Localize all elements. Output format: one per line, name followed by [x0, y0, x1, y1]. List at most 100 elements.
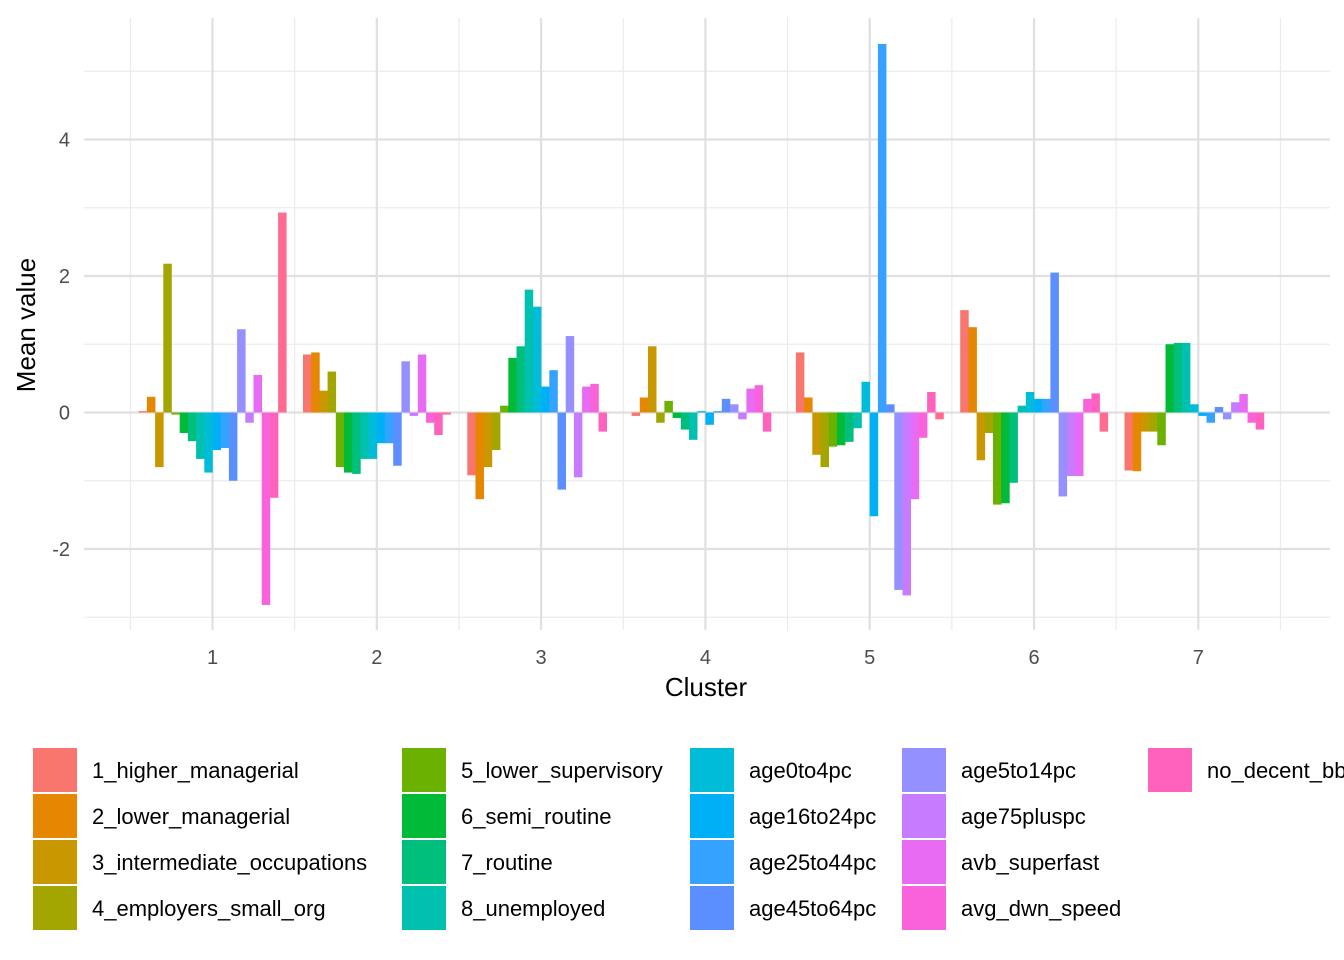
- bar: [327, 371, 337, 413]
- bar: [598, 412, 607, 432]
- bar: [754, 385, 764, 413]
- bar: [508, 357, 517, 413]
- x-axis-title: Cluster: [665, 672, 748, 702]
- bar: [442, 412, 451, 415]
- bar: [253, 374, 262, 413]
- bar: [319, 390, 328, 413]
- bar: [1025, 392, 1035, 413]
- legend-label: 8_unemployed: [461, 896, 605, 921]
- bar: [1001, 412, 1010, 504]
- legend-label: 1_higher_managerial: [92, 758, 299, 783]
- bar: [335, 412, 345, 468]
- legend-swatch: [902, 840, 946, 884]
- bar: [1255, 412, 1265, 430]
- bar: [713, 411, 723, 413]
- bars: [138, 43, 1265, 605]
- bar: [541, 386, 550, 413]
- bar: [1058, 412, 1068, 497]
- bar: [196, 412, 205, 459]
- legend-label: 5_lower_supervisory: [461, 758, 663, 783]
- bar: [968, 327, 977, 413]
- bar: [680, 412, 690, 430]
- bar: [1009, 412, 1018, 483]
- bar: [762, 412, 772, 432]
- bar: [549, 370, 558, 413]
- bar: [894, 412, 903, 590]
- bar: [960, 310, 969, 413]
- bar: [1231, 402, 1240, 413]
- bar: [179, 412, 189, 433]
- y-tick-label: 4: [59, 130, 70, 152]
- bar: [1140, 412, 1150, 432]
- x-axis-ticks: 1 2 3 4 5 6 7: [207, 647, 1204, 669]
- bar: [1165, 344, 1174, 413]
- bar: [352, 412, 361, 474]
- bar: [393, 412, 402, 466]
- bar: [187, 412, 197, 442]
- bar: [269, 412, 279, 498]
- bar: [689, 412, 698, 440]
- legend-label: age16to24pc: [749, 804, 876, 829]
- bar: [1091, 393, 1100, 413]
- legend-swatch: [402, 748, 446, 792]
- bar: [573, 412, 583, 478]
- y-axis-title: Mean value: [11, 258, 41, 392]
- legend-label: age75pluspc: [961, 804, 1086, 829]
- legend-swatch: [902, 886, 946, 930]
- legend-label: age0to4pc: [749, 758, 852, 783]
- bar: [171, 412, 180, 415]
- bar: [146, 396, 156, 413]
- bar: [1206, 412, 1215, 423]
- legend-swatch: [902, 748, 946, 792]
- bar: [1190, 404, 1199, 413]
- bar: [582, 386, 591, 413]
- bar: [303, 354, 312, 413]
- bar: [1181, 342, 1191, 413]
- legend-label: 6_semi_routine: [461, 804, 611, 829]
- y-tick-label: -2: [52, 539, 70, 561]
- bar: [417, 354, 427, 413]
- bar: [524, 289, 534, 413]
- legend-swatch: [690, 840, 734, 884]
- bar: [1034, 398, 1043, 413]
- bar: [877, 43, 887, 413]
- legend-label: age45to64pc: [749, 896, 876, 921]
- legend-label: 3_intermediate_occupations: [92, 850, 367, 875]
- legend-label: 4_employers_small_org: [92, 896, 326, 921]
- bar: [1083, 398, 1092, 413]
- legend-label: avg_dwn_speed: [961, 896, 1121, 921]
- bar: [869, 412, 879, 517]
- bar: [935, 412, 944, 420]
- bar: [976, 412, 986, 461]
- bar: [204, 412, 213, 473]
- bar: [1239, 394, 1248, 413]
- bar: [861, 381, 870, 413]
- bar: [220, 412, 230, 448]
- bar: [1198, 412, 1207, 416]
- legend-swatch: [902, 794, 946, 838]
- bar: [245, 412, 254, 423]
- x-tick-label: 2: [371, 647, 382, 669]
- legend-swatch: [33, 886, 77, 930]
- bar: [385, 412, 394, 444]
- bar: [656, 412, 665, 423]
- bar: [1017, 405, 1027, 413]
- bar: [491, 412, 501, 451]
- bar: [705, 412, 714, 425]
- bar: [697, 411, 706, 413]
- bar: [212, 412, 221, 451]
- bar: [475, 412, 484, 500]
- legend-swatch: [33, 794, 77, 838]
- grid: [84, 18, 1330, 630]
- bar: [500, 405, 509, 413]
- bar: [516, 346, 525, 413]
- bar: [138, 411, 148, 413]
- bar: [228, 412, 238, 481]
- bar: [1173, 342, 1183, 413]
- bar: [746, 388, 755, 413]
- bar: [1075, 412, 1084, 476]
- legend-swatch: [1148, 748, 1192, 792]
- legend-swatch: [33, 840, 77, 884]
- x-tick-label: 7: [1193, 647, 1204, 669]
